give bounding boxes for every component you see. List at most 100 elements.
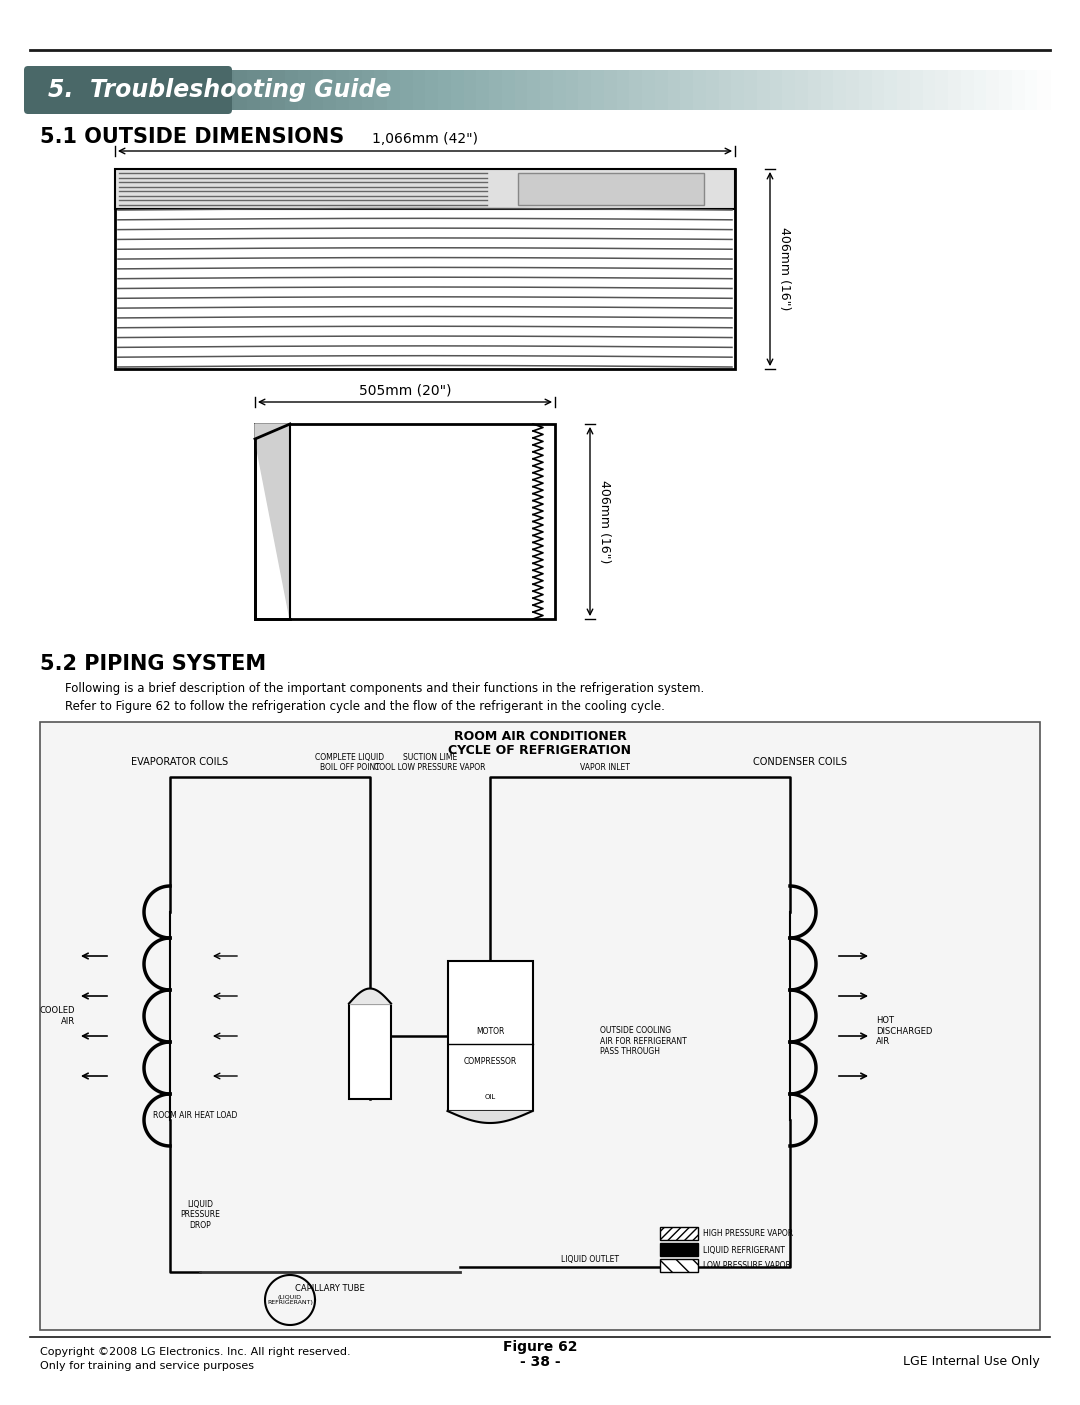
Text: SUCTION LIME
COOL LOW PRESSURE VAPOR: SUCTION LIME COOL LOW PRESSURE VAPOR [375,753,486,771]
Text: 5.1 OUTSIDE DIMENSIONS: 5.1 OUTSIDE DIMENSIONS [40,126,345,148]
Bar [744,70,758,110]
Bar [782,70,796,110]
Bar [183,70,197,110]
Bar [1025,70,1038,110]
Bar [476,70,490,110]
FancyBboxPatch shape [24,66,232,114]
Polygon shape [255,424,291,620]
Text: ROOM AIR HEAT LOAD: ROOM AIR HEAT LOAD [152,1111,238,1120]
Text: 406mm (16"): 406mm (16") [778,228,791,311]
Bar [259,70,273,110]
Bar [114,169,735,370]
Bar [234,70,247,110]
Bar [311,70,324,110]
Bar [272,70,286,110]
Bar [885,70,897,110]
Bar [514,70,528,110]
Bar [119,70,133,110]
Bar [255,424,555,620]
Bar [426,70,438,110]
Bar [362,70,375,110]
Bar [336,70,350,110]
Bar [413,70,427,110]
Text: MOTOR: MOTOR [476,1027,504,1035]
Text: VAPOR INLET: VAPOR INLET [580,763,630,771]
Bar [107,70,120,110]
Bar [872,70,886,110]
Text: LIQUID OUTLET: LIQUID OUTLET [561,1255,619,1264]
Bar [897,70,910,110]
Bar [834,70,847,110]
Text: Figure 62: Figure 62 [503,1340,577,1354]
Bar [447,961,532,1111]
Text: COOLED
AIR: COOLED AIR [40,1006,75,1026]
Bar [769,70,783,110]
Text: Only for training and service purposes: Only for training and service purposes [40,1361,254,1371]
Text: Following is a brief description of the important components and their functions: Following is a brief description of the … [65,681,704,695]
Bar [285,70,299,110]
Bar [400,70,414,110]
Bar [604,70,618,110]
Text: HIGH PRESSURE VAPOR: HIGH PRESSURE VAPOR [703,1229,793,1238]
Text: 406mm (16"): 406mm (16") [598,481,611,563]
Text: OIL: OIL [484,1094,496,1100]
Bar [705,70,719,110]
Text: HOT
DISCHARGED
AIR: HOT DISCHARGED AIR [876,1016,932,1045]
Text: COMPLETE LIQUID
BOIL OFF POINT: COMPLETE LIQUID BOIL OFF POINT [315,753,384,771]
Text: Copyright ©2008 LG Electronics. Inc. All right reserved.: Copyright ©2008 LG Electronics. Inc. All… [40,1347,351,1357]
Bar [349,1003,391,1099]
Bar [208,70,222,110]
Bar [387,70,401,110]
Bar [489,70,503,110]
Bar [986,70,1000,110]
Bar [846,70,860,110]
Bar [566,70,579,110]
Bar [859,70,873,110]
Text: Refer to Figure 62 to follow the refrigeration cycle and the flow of the refrige: Refer to Figure 62 to follow the refrige… [65,700,665,712]
Bar [795,70,809,110]
Bar [973,70,987,110]
Bar [349,70,363,110]
Bar [171,70,184,110]
Bar [654,70,669,110]
Bar [81,70,95,110]
Text: OUTSIDE COOLING
AIR FOR REFRIGERANT
PASS THROUGH: OUTSIDE COOLING AIR FOR REFRIGERANT PASS… [600,1026,687,1057]
Bar [518,173,704,205]
Bar [731,70,745,110]
Bar [540,70,554,110]
Bar [1037,70,1051,110]
Bar [145,70,159,110]
Bar [680,70,694,110]
Bar [323,70,337,110]
Text: LGE Internal Use Only: LGE Internal Use Only [903,1354,1040,1368]
Text: CYCLE OF REFRIGERATION: CYCLE OF REFRIGERATION [448,745,632,757]
Bar [718,70,732,110]
Bar [463,70,477,110]
Bar [30,70,44,110]
Bar [114,169,735,209]
Bar [298,70,311,110]
Bar [246,70,260,110]
Bar [40,722,1040,1331]
Bar [808,70,822,110]
Bar [660,1227,698,1241]
Text: 1,066mm (42"): 1,066mm (42") [372,132,478,146]
Bar [667,70,681,110]
Bar [961,70,974,110]
Text: LOW PRESSURE VAPOR: LOW PRESSURE VAPOR [703,1262,791,1270]
Text: CONDENSER COILS: CONDENSER COILS [753,757,847,767]
Bar [630,70,643,110]
Bar [693,70,706,110]
Text: 5.  Troubleshooting Guide: 5. Troubleshooting Guide [48,79,391,103]
Bar [94,70,108,110]
Text: LIQUID REFRIGERANT: LIQUID REFRIGERANT [703,1245,785,1255]
Bar [660,1259,698,1272]
Text: EVAPORATOR COILS: EVAPORATOR COILS [132,757,229,767]
Bar [922,70,936,110]
Text: 5.2 PIPING SYSTEM: 5.2 PIPING SYSTEM [40,653,266,674]
Text: LIQUID
PRESSURE
DROP: LIQUID PRESSURE DROP [180,1200,220,1229]
Bar [935,70,949,110]
Bar [132,70,146,110]
Bar [617,70,631,110]
Bar [68,70,82,110]
